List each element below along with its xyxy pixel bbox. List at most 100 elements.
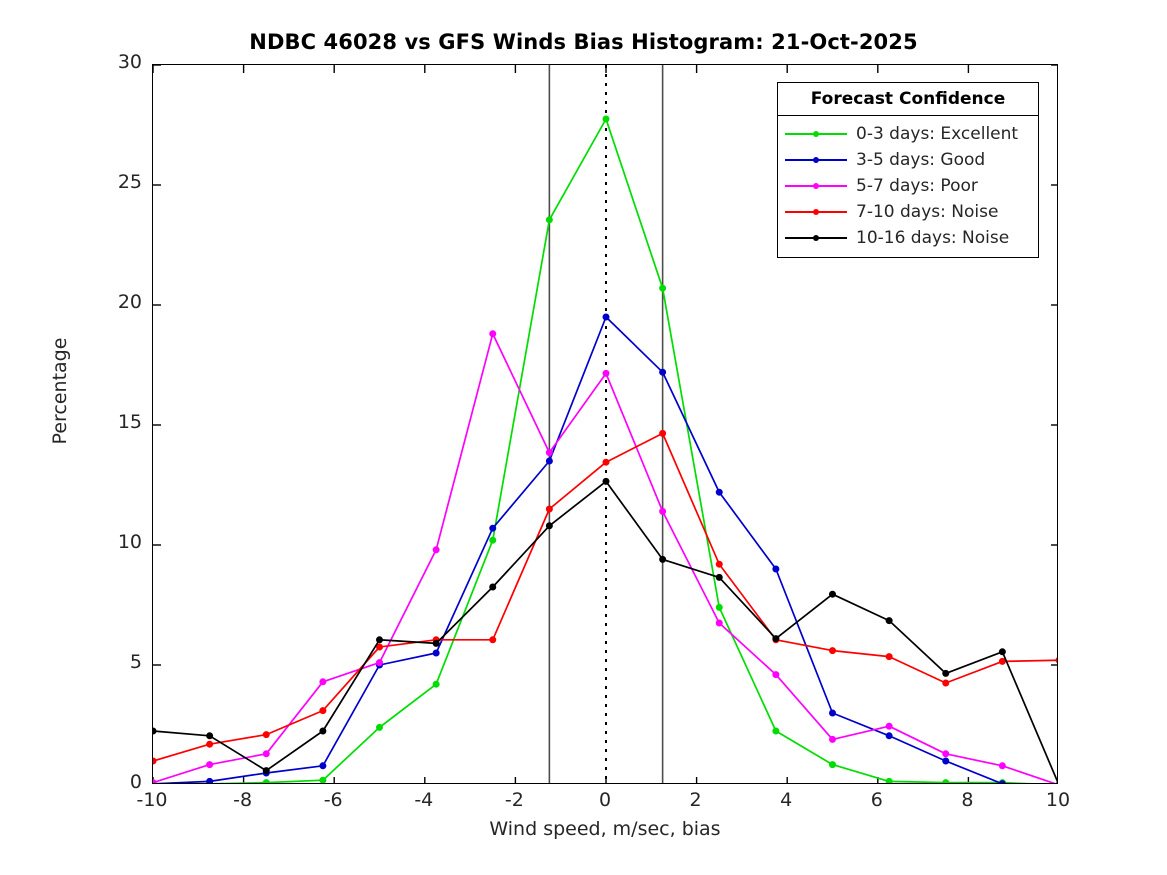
data-point	[885, 653, 893, 661]
data-point	[659, 507, 667, 515]
data-point	[489, 536, 497, 544]
data-point	[545, 505, 553, 513]
legend-item-1[interactable]: 3-5 days: Good	[778, 147, 1038, 173]
x-tick-label: 6	[870, 789, 883, 811]
data-point	[262, 779, 270, 783]
y-tick-label: 0	[129, 771, 142, 793]
y-tick-label: 30	[117, 51, 142, 73]
data-point	[319, 776, 327, 783]
y-tick-label: 10	[117, 531, 142, 553]
data-point	[715, 560, 723, 568]
data-point	[885, 777, 893, 783]
series-canvas	[153, 65, 1057, 783]
legend-label: 10-16 days: Noise	[856, 228, 1010, 248]
data-point	[659, 555, 667, 563]
data-point	[545, 522, 553, 530]
data-point	[715, 603, 723, 611]
x-tick-label: 0	[598, 789, 612, 811]
y-tick-label: 15	[117, 411, 142, 433]
series-0	[153, 115, 1057, 783]
data-point	[206, 777, 214, 783]
data-point	[153, 779, 157, 783]
data-point	[998, 648, 1006, 656]
data-point	[659, 368, 667, 376]
data-point	[206, 740, 214, 748]
data-point	[715, 573, 723, 581]
data-point	[942, 679, 950, 687]
legend-item-2[interactable]: 5-7 days: Poor	[778, 173, 1038, 199]
data-point	[489, 636, 497, 644]
data-point	[602, 477, 610, 485]
legend-marker	[813, 156, 819, 163]
data-point	[715, 488, 723, 496]
y-tick-label: 25	[117, 171, 142, 193]
data-point	[659, 429, 667, 437]
data-point	[829, 761, 836, 769]
series-4	[153, 477, 1057, 783]
data-point	[942, 757, 950, 765]
legend-marker	[813, 182, 819, 189]
legend-items: 0-3 days: Excellent 3-5 days: Good 5-7 day…	[778, 116, 1038, 257]
legend-item-3[interactable]: 7-10 days: Noise	[778, 199, 1038, 225]
legend-swatch-icon	[785, 127, 847, 141]
data-point	[998, 657, 1006, 665]
data-point	[262, 750, 270, 758]
page-title: NDBC 46028 vs GFS Winds Bias Histogram: …	[249, 30, 918, 54]
plot-inner	[153, 65, 1057, 783]
data-point	[545, 449, 553, 457]
data-point	[885, 617, 893, 625]
data-point	[153, 727, 157, 735]
data-point	[1055, 657, 1057, 664]
legend-label: 7-10 days: Noise	[856, 202, 999, 222]
data-point	[772, 671, 780, 679]
data-point	[545, 457, 553, 465]
data-point	[376, 723, 383, 731]
data-point	[829, 590, 836, 598]
data-point	[489, 583, 497, 591]
data-point	[262, 731, 270, 739]
series-1	[153, 313, 1057, 783]
x-tick-label: 10	[1045, 789, 1071, 811]
data-point	[206, 761, 214, 769]
data-point	[489, 330, 497, 338]
data-point	[942, 779, 950, 783]
data-point	[942, 750, 950, 758]
data-point	[153, 757, 157, 765]
data-point	[206, 732, 214, 740]
data-point	[829, 735, 836, 743]
data-point	[319, 762, 327, 770]
data-point	[772, 727, 780, 735]
data-point	[602, 115, 610, 123]
legend-title: Forecast Confidence	[778, 83, 1038, 116]
x-tick-label: -2	[504, 789, 524, 811]
data-point	[432, 546, 440, 554]
legend-swatch-icon	[785, 179, 847, 193]
legend-label: 5-7 days: Poor	[856, 176, 978, 196]
data-point	[659, 284, 667, 292]
data-point	[432, 680, 440, 688]
x-axis-label: Wind speed, m/sec, bias	[489, 818, 721, 840]
x-tick-label: 2	[689, 789, 702, 811]
data-point	[998, 780, 1006, 783]
legend-label: 3-5 days: Good	[856, 150, 986, 170]
legend-swatch-icon	[785, 231, 847, 245]
data-point	[602, 313, 610, 321]
data-point	[432, 649, 440, 657]
data-point	[998, 762, 1006, 770]
data-point	[376, 643, 383, 651]
x-tick-label: -8	[233, 789, 253, 811]
legend-item-0[interactable]: 0-3 days: Excellent	[778, 121, 1038, 147]
y-tick-label: 5	[129, 651, 142, 673]
data-point	[319, 678, 327, 686]
legend-marker	[813, 234, 819, 241]
data-point	[489, 524, 497, 532]
data-point	[376, 636, 383, 644]
legend-label: 0-3 days: Excellent	[856, 124, 1019, 144]
data-point	[885, 732, 893, 740]
data-point	[715, 619, 723, 627]
data-point	[885, 722, 893, 730]
data-point	[376, 659, 383, 667]
data-point	[772, 565, 780, 573]
legend-item-4[interactable]: 10-16 days: Noise	[778, 225, 1038, 251]
